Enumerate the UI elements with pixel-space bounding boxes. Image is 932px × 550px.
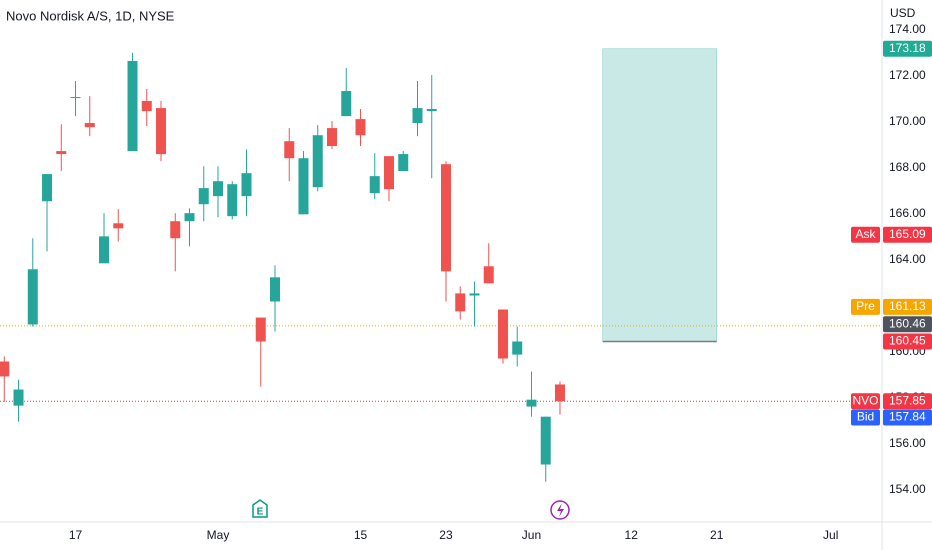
x-tick-label: Jun [522, 528, 541, 542]
price-badge-name-box [851, 393, 880, 410]
price-badge-box [883, 298, 932, 315]
price-badge: 160.45 [883, 333, 932, 350]
price-badge-value: 157.84 [889, 410, 926, 424]
candle-body [213, 181, 224, 197]
candle-body [99, 236, 110, 264]
price-badge-name: Pre [856, 299, 875, 313]
price-badge-value: 165.09 [889, 227, 926, 241]
candle-body [383, 156, 394, 190]
candle-body [227, 184, 238, 217]
dividend-icon[interactable] [550, 500, 570, 520]
price-badge-name-box [851, 298, 880, 315]
candle-body [298, 158, 309, 215]
y-tick-label: 168.00 [889, 160, 926, 174]
candle-body [13, 389, 24, 406]
x-tick-label: 15 [354, 528, 368, 542]
y-tick-label: 154.00 [889, 482, 926, 496]
x-tick-label: 12 [625, 528, 639, 542]
price-badge-name: NVO [852, 393, 878, 407]
price-badge-box [883, 316, 932, 333]
candle-body [184, 213, 195, 222]
price-badge: 160.46 [883, 316, 932, 333]
candle-body [84, 123, 95, 128]
price-badge-value: 157.85 [889, 393, 926, 407]
candle-body [369, 176, 380, 194]
candle-body [170, 221, 181, 239]
svg-text:E: E [257, 507, 264, 518]
chart-title: Novo Nordisk A/S, 1D, NYSE [6, 8, 175, 23]
candle-body [412, 108, 423, 124]
y-tick-label: 156.00 [889, 436, 926, 450]
price-badge-box [883, 333, 932, 350]
candle-body [127, 60, 138, 152]
candle-body [341, 91, 352, 117]
price-badge: 161.13 Pre [851, 298, 932, 315]
y-tick-label: 164.00 [889, 252, 926, 266]
y-tick-label: 174.00 [889, 22, 926, 36]
candle-body [27, 269, 38, 325]
candle-body [270, 277, 281, 302]
price-badge-value: 173.18 [889, 41, 926, 55]
y-tick-label: 172.00 [889, 68, 926, 82]
candle-body [156, 108, 167, 155]
price-badge-box [883, 393, 932, 410]
candle-body [440, 164, 451, 272]
candle-body [56, 151, 67, 155]
target-zone [602, 48, 717, 342]
price-badge-box [883, 409, 932, 426]
candle-body [70, 97, 81, 99]
candle-body [326, 128, 337, 147]
candle-body [497, 309, 508, 359]
candle-body [554, 384, 565, 402]
price-badge-name-box [851, 409, 880, 426]
price-badge-value: 160.46 [889, 316, 926, 330]
candle-body [0, 361, 10, 377]
candle-body [255, 317, 266, 342]
y-tick-label: 166.00 [889, 206, 926, 220]
price-badge-value: 161.13 [889, 299, 926, 313]
currency-label: USD [890, 6, 916, 20]
price-badge-name: Ask [855, 227, 876, 241]
price-badge-box [883, 40, 932, 57]
candle-body [526, 399, 537, 407]
candle-body [141, 100, 152, 112]
candle-body [469, 293, 480, 296]
price-badge-value: 160.45 [889, 334, 926, 348]
candle-body [312, 135, 323, 188]
x-tick-label: 21 [710, 528, 724, 542]
candle-body [426, 108, 437, 112]
candle-body [512, 341, 523, 355]
y-tick-label: 170.00 [889, 114, 926, 128]
candle-body [42, 174, 53, 202]
candle-body [355, 119, 366, 136]
price-badge: 173.18 [883, 40, 932, 57]
candle-body [483, 266, 494, 284]
candle-body [398, 154, 409, 172]
x-tick-label: 17 [69, 528, 83, 542]
x-tick-label: Jul [823, 528, 838, 542]
price-badge-name-box [851, 226, 880, 243]
x-tick-label: 23 [439, 528, 453, 542]
candle-body [198, 188, 209, 205]
price-badge: 165.09 Ask [851, 226, 932, 243]
candle-body [241, 173, 252, 197]
earnings-icon[interactable]: E [252, 499, 268, 518]
price-badge-name: Bid [857, 410, 874, 424]
x-tick-label: May [207, 528, 230, 542]
price-badge: 157.85 NVO [851, 393, 932, 410]
candle-body [540, 416, 551, 465]
candle-body [455, 293, 466, 312]
candle-body [284, 141, 295, 159]
price-badge: 157.84 Bid [851, 409, 932, 426]
price-badge-box [883, 226, 932, 243]
candle-body [113, 223, 124, 229]
